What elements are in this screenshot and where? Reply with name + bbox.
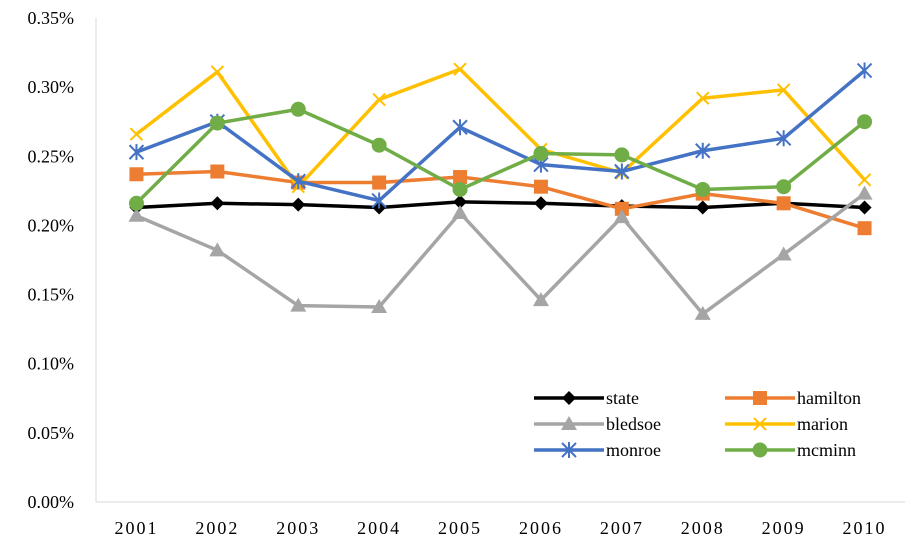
data-point-monroe <box>290 173 306 190</box>
data-point-monroe <box>128 144 145 161</box>
data-point-monroe <box>452 119 468 136</box>
data-point-bledsoe <box>371 299 388 314</box>
y-tick-label: 0.20% <box>28 215 75 235</box>
series-line-mcminn <box>135 107 866 205</box>
series-line-marion <box>135 67 866 189</box>
data-point-marion <box>776 83 791 97</box>
data-point-monroe <box>695 142 711 159</box>
data-point-state <box>533 196 548 211</box>
data-point-mcminn <box>776 179 792 195</box>
data-point-monroe <box>371 192 387 209</box>
legend-label-monroe: monroe <box>606 440 661 460</box>
legend-label-marion: marion <box>797 414 848 434</box>
data-point-mcminn <box>857 114 873 130</box>
data-point-monroe <box>775 130 792 147</box>
y-tick-label: 0.00% <box>28 492 75 512</box>
data-point-mcminn <box>614 147 630 163</box>
data-point-hamilton <box>857 221 872 236</box>
y-tick-label: 0.25% <box>28 146 75 166</box>
y-tick-label: 0.15% <box>28 285 75 305</box>
data-point-mcminn <box>695 181 711 197</box>
data-point-bledsoe <box>694 305 711 320</box>
data-point-bledsoe <box>856 185 873 200</box>
data-point-mcminn <box>533 146 549 162</box>
series-line-monroe <box>135 69 866 203</box>
data-point-marion <box>696 91 710 105</box>
x-tick-label: 2008 <box>681 518 725 538</box>
data-point-marion <box>210 65 225 79</box>
legend-marker-mcminn <box>752 442 768 458</box>
legend-label-hamilton: hamilton <box>797 388 861 408</box>
y-tick-label: 0.10% <box>28 354 75 374</box>
series-line-state <box>136 200 865 210</box>
x-tick-label: 2007 <box>600 518 644 538</box>
legend-label-state: state <box>606 388 639 408</box>
data-point-bledsoe <box>613 209 630 224</box>
data-point-hamilton <box>776 196 791 211</box>
legend-marker-monroe <box>561 442 577 458</box>
data-point-state <box>291 197 306 212</box>
x-tick-label: 2006 <box>519 518 563 538</box>
data-point-state <box>695 200 710 215</box>
data-point-state <box>453 194 468 209</box>
data-point-hamilton <box>210 164 225 179</box>
x-tick-label: 2004 <box>357 518 401 538</box>
data-point-hamilton <box>533 179 548 194</box>
legend-label-mcminn: mcminn <box>797 440 856 460</box>
legend-label-bledsoe: bledsoe <box>606 414 661 434</box>
x-tick-label: 2002 <box>195 518 239 538</box>
legend-marker-marion <box>753 417 767 431</box>
data-point-monroe <box>856 62 873 79</box>
data-point-marion <box>372 92 386 107</box>
data-point-bledsoe <box>209 242 226 257</box>
data-point-bledsoe <box>452 204 469 219</box>
data-point-marion <box>453 62 467 76</box>
data-point-hamilton <box>614 201 629 216</box>
data-point-mcminn <box>209 115 225 131</box>
data-point-mcminn <box>128 195 144 211</box>
data-point-state <box>210 196 225 211</box>
x-tick-label: 2005 <box>438 518 482 538</box>
data-point-mcminn <box>452 181 468 197</box>
x-tick-label: 2003 <box>276 518 320 538</box>
x-tick-label: 2010 <box>843 518 887 538</box>
legend-marker-bledsoe <box>561 416 577 430</box>
data-point-monroe <box>614 163 630 180</box>
data-point-bledsoe <box>775 246 792 261</box>
data-point-state <box>857 200 872 215</box>
x-tick-label: 2009 <box>762 518 806 538</box>
data-point-hamilton <box>129 167 144 182</box>
y-tick-label: 0.05% <box>28 423 75 443</box>
legend-marker-state <box>562 391 576 405</box>
series-line-hamilton <box>136 169 866 230</box>
data-point-bledsoe <box>290 297 307 312</box>
legend-marker-hamilton <box>753 391 767 405</box>
data-point-marion <box>129 127 144 141</box>
y-tick-label: 0.30% <box>28 77 75 97</box>
data-point-mcminn <box>290 101 306 117</box>
data-point-hamilton <box>372 175 387 190</box>
data-point-mcminn <box>371 137 387 153</box>
data-point-bledsoe <box>128 207 145 222</box>
data-point-marion <box>857 173 872 187</box>
y-tick-label: 0.35% <box>28 8 75 28</box>
data-point-hamilton <box>453 170 468 185</box>
data-point-bledsoe <box>532 292 549 307</box>
series-line-bledsoe <box>135 192 866 316</box>
x-tick-label: 2001 <box>114 518 158 538</box>
